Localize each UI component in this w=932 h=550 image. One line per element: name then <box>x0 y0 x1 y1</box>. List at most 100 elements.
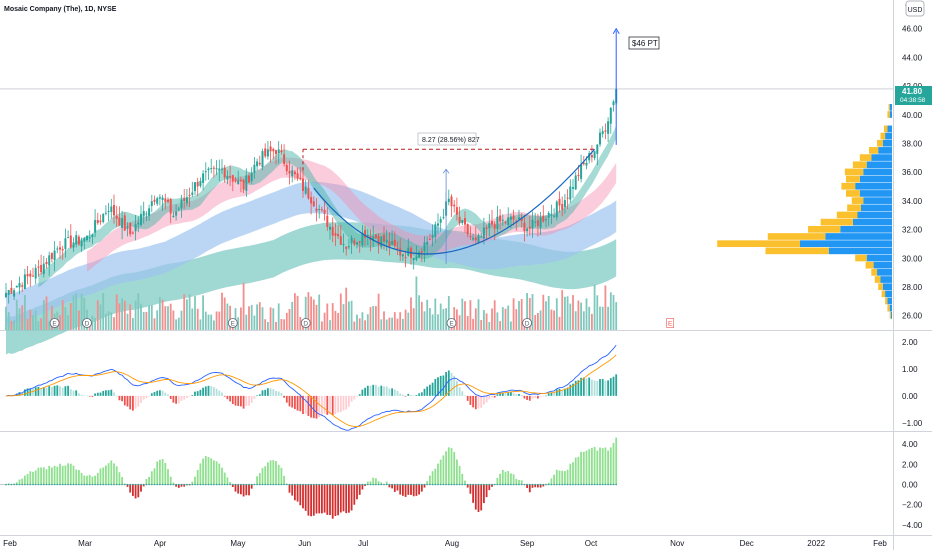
oscillator-dot <box>299 483 302 486</box>
volume-bar <box>569 303 572 330</box>
candle-body <box>180 199 183 209</box>
oscillator-dot <box>388 483 391 486</box>
oscillator-bar <box>453 452 456 485</box>
candle-body <box>261 151 264 168</box>
currency-badge[interactable]: USD <box>905 0 925 17</box>
candle-body <box>323 209 326 214</box>
candle-body <box>358 241 361 243</box>
volume-profile-blue <box>887 125 892 133</box>
oscillator-dot <box>526 483 528 486</box>
oscillator-bar <box>264 466 267 485</box>
volume-bar <box>456 309 458 330</box>
candle-body <box>172 216 175 218</box>
symbol-title[interactable]: Mosaic Company (The), 1D, NYSE <box>4 6 117 13</box>
volume-bar <box>458 315 461 330</box>
oscillator-bar <box>142 484 145 487</box>
volume-bar <box>491 308 493 330</box>
volume-bar <box>366 314 369 330</box>
oscillator-dot <box>434 483 437 486</box>
oscillator-bar <box>272 460 275 485</box>
volume-bar <box>474 308 477 330</box>
oscillator-bar <box>183 484 186 487</box>
volume-bar <box>566 296 569 330</box>
candle-body <box>356 242 358 245</box>
volume-bar <box>256 304 258 330</box>
target-label-box: $46 PT <box>628 36 660 50</box>
event-marker-letter: E <box>52 321 57 328</box>
volume-bar <box>294 293 296 330</box>
oscillator-bar <box>326 484 329 515</box>
oscillator-bar <box>388 484 391 488</box>
candle-body <box>113 205 115 216</box>
event-marker <box>49 318 60 328</box>
volume-profile-blue <box>857 211 892 219</box>
candle-body <box>531 219 534 229</box>
macd-histogram-bar <box>391 388 393 396</box>
macd-histogram-bar <box>88 395 91 397</box>
volume-bar <box>148 305 150 330</box>
oscillator-dot <box>588 483 590 486</box>
candle-body <box>428 239 431 241</box>
price-tick-label: 34.00 <box>902 197 923 206</box>
oscillator-bar <box>21 478 24 485</box>
candle-body <box>434 224 437 237</box>
volume-bar <box>5 306 7 330</box>
axes: 26.00 28.00 30.00 32.00 34.00 36.00 38.00 40.00… <box>3 25 923 548</box>
macd-histogram-bar <box>245 395 248 406</box>
volume-bar <box>377 293 380 330</box>
oscillator-dot <box>510 483 512 486</box>
volume-bar <box>404 309 407 330</box>
volume-bar <box>504 308 507 330</box>
macd-histogram-bar <box>118 395 121 401</box>
oscillator-dot <box>15 483 18 486</box>
candle-body <box>364 229 367 238</box>
volume-bar <box>69 303 72 330</box>
candle-body <box>221 168 223 170</box>
oscillator-dot <box>572 483 574 486</box>
candle-body <box>223 167 226 178</box>
oscillator-bar <box>156 461 159 485</box>
oscillator-dot <box>113 483 115 486</box>
oscillator-dot <box>223 483 226 486</box>
oscillator-bar <box>37 467 40 485</box>
macd-histogram-bar <box>267 388 269 396</box>
macd-histogram-bar <box>329 395 331 415</box>
macd-histogram-bar <box>566 387 569 396</box>
volume-bar <box>180 310 183 330</box>
volume-bar <box>13 320 15 330</box>
macd-histogram-bar <box>609 378 612 396</box>
oscillator-dot <box>272 483 275 486</box>
oscillator-bar <box>585 450 588 485</box>
candlesticks[interactable] <box>5 88 618 304</box>
candle-body <box>245 175 248 191</box>
candle-body <box>131 232 134 234</box>
candle-body <box>26 274 29 277</box>
candle-body <box>18 283 21 288</box>
volume-profile-yellow <box>888 104 890 111</box>
oscillator-dot <box>29 483 32 486</box>
macd-tick-label: 1.00 <box>902 365 918 374</box>
candle-body <box>48 255 51 266</box>
macd-histogram-bar <box>113 392 115 396</box>
macd-histogram-bar <box>177 395 180 404</box>
volume-bar <box>210 314 213 330</box>
oscillator-bar <box>299 484 302 506</box>
volume-profile-blue <box>866 254 892 262</box>
macd-histogram-bar <box>175 395 177 404</box>
oscillator-dot <box>145 483 148 486</box>
volume-bar <box>237 317 240 330</box>
candle-body <box>140 213 142 225</box>
volume-bar <box>577 300 580 330</box>
volume-bar <box>604 285 607 330</box>
macd-histogram-bar <box>323 395 326 414</box>
oscillator-bar <box>485 484 488 498</box>
oscillator-bar <box>129 484 132 493</box>
signal-line <box>5 354 617 427</box>
volume-bar <box>315 304 318 330</box>
macd-histogram-bar <box>169 395 172 399</box>
volume-bar <box>218 311 221 330</box>
volume-bar <box>572 295 574 330</box>
volume-bar <box>253 315 256 330</box>
volume-bar <box>437 314 439 330</box>
